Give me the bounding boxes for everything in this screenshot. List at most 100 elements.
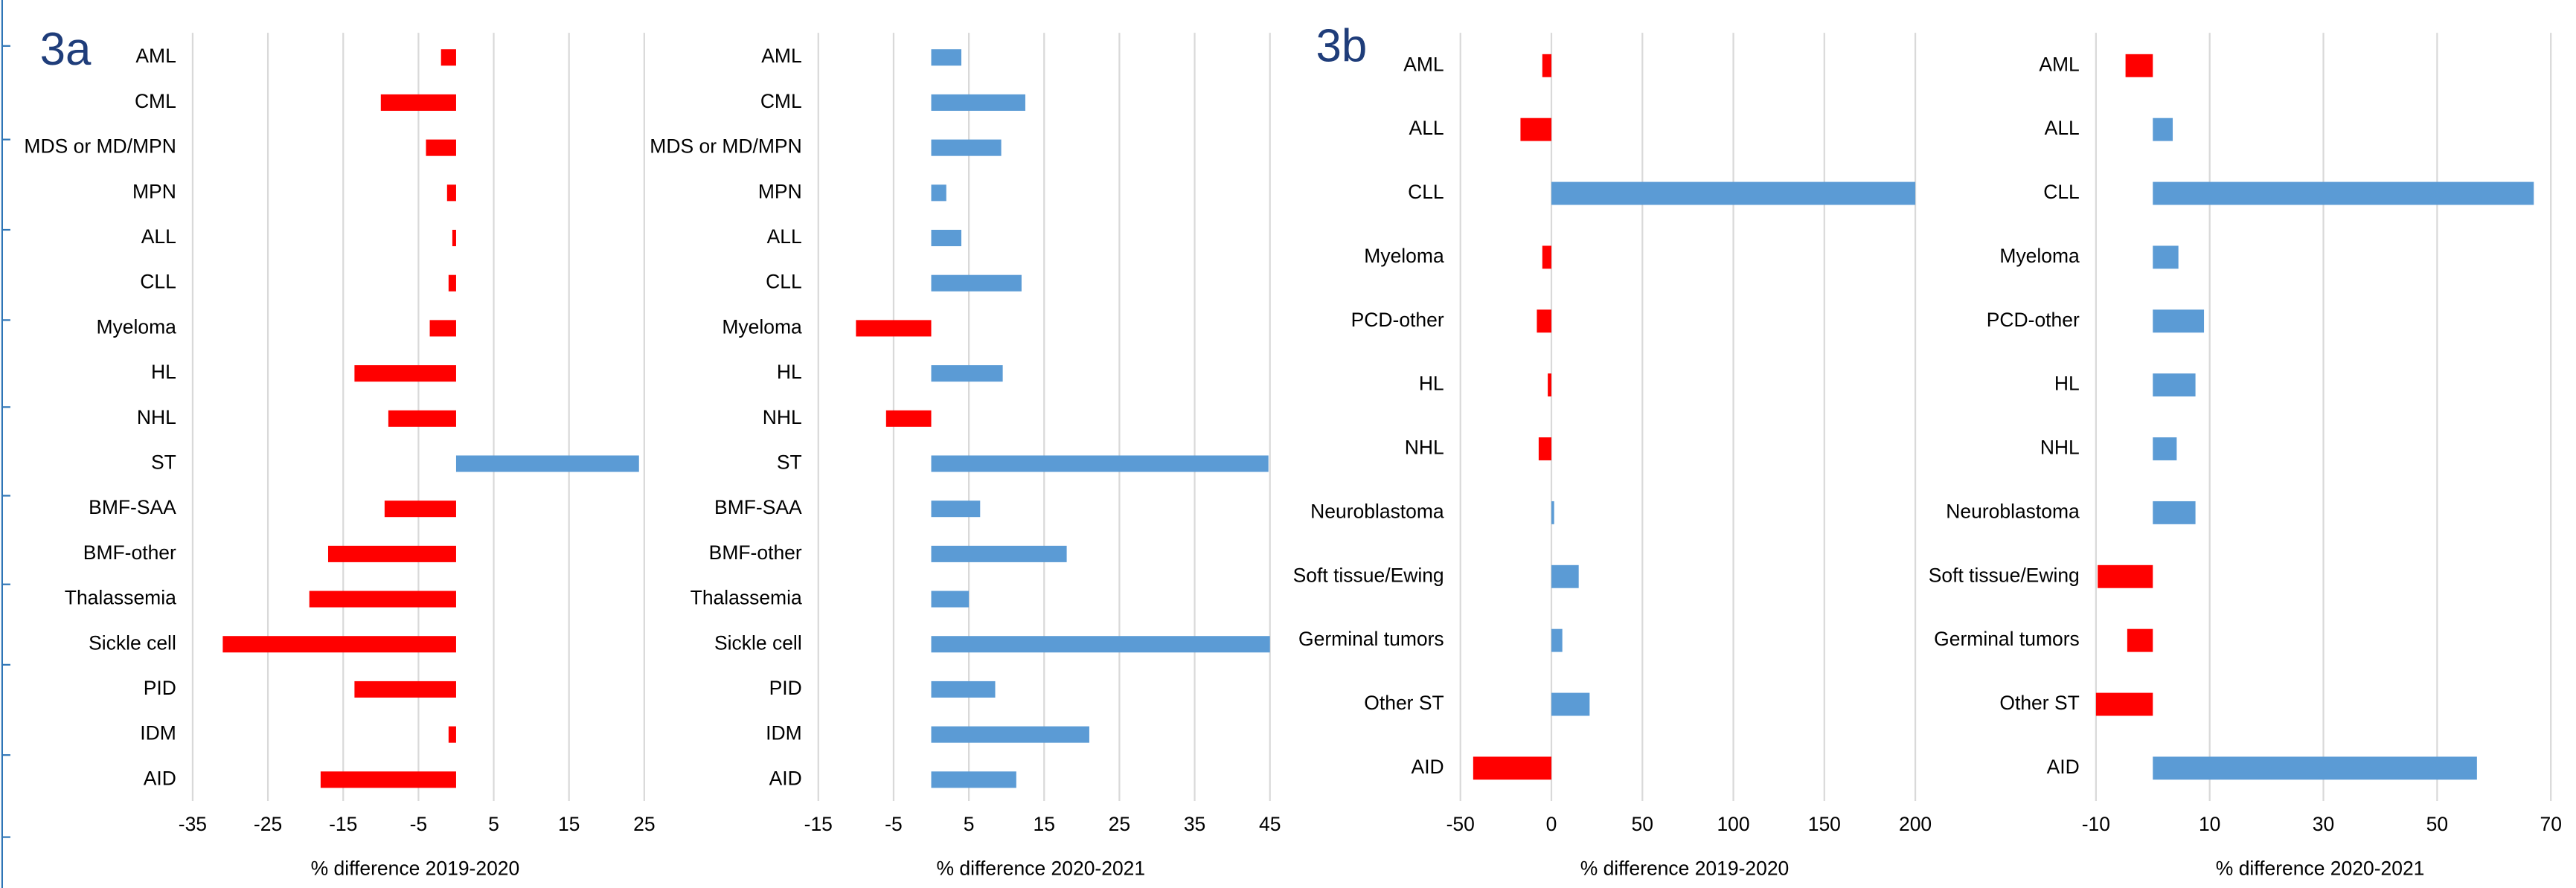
- x-tick-label: -15: [329, 813, 357, 835]
- category-label: MDS or MD/MPN: [24, 135, 176, 158]
- category-label: BMF-SAA: [89, 496, 176, 518]
- x-tick-label: 5: [964, 813, 975, 835]
- category-label: NHL: [2040, 437, 2080, 459]
- category-label: HL: [1419, 373, 1444, 395]
- category-label: Soft tissue/Ewing: [1293, 564, 1444, 586]
- category-label: Sickle cell: [714, 631, 802, 654]
- bar: [931, 636, 1270, 653]
- bar: [2098, 564, 2153, 588]
- x-tick-label: -15: [804, 813, 833, 835]
- category-label: HL: [151, 361, 176, 383]
- category-label: MPN: [132, 180, 176, 202]
- category-label: NHL: [763, 406, 802, 428]
- panel-label: 3b: [1316, 21, 1368, 72]
- category-label: MPN: [758, 180, 802, 202]
- category-label: Sickle cell: [89, 631, 176, 654]
- bar: [354, 681, 456, 698]
- x-tick-label: 100: [1717, 813, 1749, 835]
- category-label: AID: [144, 767, 176, 789]
- x-tick-label: 50: [1632, 813, 1653, 835]
- bar: [1551, 501, 1554, 524]
- category-label: CLL: [1408, 181, 1444, 203]
- bar: [931, 94, 1025, 111]
- bar: [446, 184, 456, 202]
- bar: [931, 229, 961, 247]
- x-tick-label: 15: [558, 813, 580, 835]
- bar: [1542, 54, 1552, 77]
- category-label: AML: [2039, 53, 2079, 75]
- bar: [1551, 628, 1563, 652]
- bar: [931, 139, 1002, 156]
- category-label: Thalassemia: [65, 587, 176, 609]
- x-tick-label: 150: [1808, 813, 1841, 835]
- category-label: Myeloma: [1364, 245, 1444, 267]
- bar: [2153, 245, 2179, 269]
- category-label: Myeloma: [722, 315, 802, 338]
- x-tick-label: -50: [1446, 813, 1475, 835]
- bar: [1538, 437, 1552, 460]
- category-label: Myeloma: [1999, 245, 2080, 267]
- x-tick-label: 50: [2426, 813, 2448, 835]
- category-label: AID: [769, 767, 802, 789]
- category-label: CLL: [2043, 181, 2080, 203]
- category-label: ST: [777, 451, 802, 473]
- bar: [309, 591, 456, 608]
- bar: [2153, 309, 2205, 333]
- bar: [327, 545, 456, 562]
- bar: [931, 771, 1016, 788]
- category-label: CLL: [766, 271, 802, 293]
- bar: [931, 365, 1003, 382]
- category-label: BMF-other: [83, 541, 176, 564]
- bar: [2127, 628, 2153, 652]
- x-axis-title: % difference 2020-2021: [2216, 858, 2425, 880]
- category-label: Germinal tumors: [1298, 628, 1444, 650]
- x-axis-title: % difference 2019-2020: [311, 858, 520, 880]
- x-tick-label: 5: [488, 813, 499, 835]
- bar: [931, 545, 1067, 562]
- x-tick-label: -10: [2082, 813, 2110, 835]
- bar: [426, 139, 456, 156]
- bar: [1551, 564, 1579, 588]
- x-tick-label: 25: [633, 813, 655, 835]
- bar: [1473, 756, 1552, 780]
- x-axis-title: % difference 2020-2021: [937, 858, 1146, 880]
- x-tick-label: 15: [1034, 813, 1055, 835]
- bar: [931, 726, 1089, 743]
- bar: [931, 274, 1022, 292]
- category-label: ST: [151, 451, 176, 473]
- category-label: ALL: [767, 225, 802, 248]
- bar: [1537, 309, 1552, 333]
- bar: [1542, 245, 1552, 269]
- bar: [448, 726, 456, 743]
- bar: [452, 229, 456, 247]
- bar: [885, 410, 932, 427]
- panel-label: 3a: [40, 24, 92, 75]
- x-tick-label: 30: [2313, 813, 2334, 835]
- category-label: IDM: [766, 722, 802, 744]
- x-axis-title: % difference 2019-2020: [1580, 858, 1790, 880]
- category-label: CML: [760, 90, 802, 112]
- category-label: Other ST: [1364, 692, 1444, 714]
- bar: [455, 455, 639, 472]
- left-edge: [1, 0, 10, 888]
- bar: [388, 410, 456, 427]
- category-label: Neuroblastoma: [1310, 500, 1444, 522]
- category-label: IDM: [140, 722, 176, 744]
- category-label: AML: [761, 45, 801, 67]
- bar: [1548, 373, 1552, 397]
- bar: [2153, 756, 2477, 780]
- bar: [2153, 501, 2196, 524]
- bar: [384, 501, 456, 518]
- bar: [856, 320, 932, 337]
- bar: [931, 455, 1269, 472]
- category-label: AID: [2047, 756, 2080, 778]
- bar: [2125, 54, 2153, 77]
- category-label: ALL: [1409, 117, 1444, 139]
- bar: [2153, 181, 2534, 205]
- category-label: ALL: [141, 225, 176, 248]
- x-tick-label: -5: [885, 813, 903, 835]
- category-label: AID: [1412, 756, 1444, 778]
- category-label: Other ST: [1999, 692, 2079, 714]
